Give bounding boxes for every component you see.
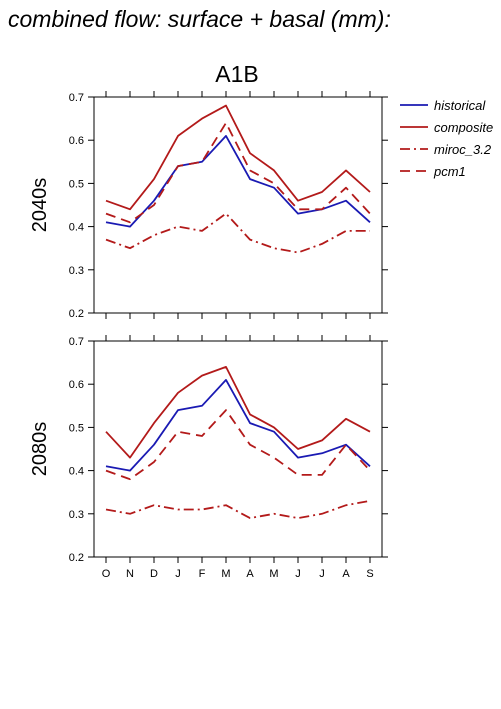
legend-item: miroc_3.2: [400, 142, 492, 157]
panel-2040s: 0.2 0.3 0.4 0.5 0.6 0.7 2040s: [29, 91, 388, 320]
legend-label: composite: [434, 120, 493, 135]
y-tick-label: 0.5: [69, 422, 84, 434]
series-line-pcm1: [105, 409, 371, 481]
panel-label: 2040s: [29, 178, 51, 233]
y-tick-label: 0.7: [69, 92, 84, 104]
legend-item: pcm1: [400, 164, 466, 179]
series-line-historical: [105, 134, 371, 228]
x-tick-label: O: [102, 568, 111, 580]
y-tick-label: 0.5: [69, 178, 84, 190]
legend-item: historical: [400, 98, 486, 113]
series-line-pcm1: [105, 122, 371, 224]
panels: 0.20.30.40.50.60.72040s0.20.30.40.50.60.…: [29, 91, 388, 580]
x-tick-label: F: [199, 568, 206, 580]
x-tick-label: J: [319, 568, 325, 580]
y-tick-label: 0.3: [69, 509, 84, 521]
series-line-composite: [105, 104, 371, 211]
y-tick-label: 0.2: [69, 308, 84, 320]
x-tick-label: D: [150, 568, 158, 580]
series-line-miroc-3-2: [105, 212, 370, 254]
x-tick-label: N: [126, 568, 134, 580]
y-tick-label: 0.4: [69, 466, 84, 478]
x-tick-label: J: [295, 568, 301, 580]
x-tick-label: A: [342, 568, 350, 580]
series-line-historical: [105, 378, 371, 472]
legend-label: historical: [434, 98, 486, 113]
legend-label: miroc_3.2: [434, 142, 492, 157]
chart-title: combined flow: surface + basal (mm):: [8, 6, 391, 32]
series-line-miroc-3-2: [105, 499, 371, 519]
series-line-composite: [105, 365, 371, 459]
y-tick-label: 0.4: [69, 222, 84, 234]
y-tick-label: 0.6: [69, 379, 84, 391]
legend: historical composite miroc_3.2 pcm1: [400, 98, 493, 179]
x-tick-label: M: [269, 568, 278, 580]
panel-2080s: 0.2 0.3 0.4 0.5 0.6 0.7 O N D J F M A M J J A S 2080s: [29, 335, 388, 580]
plot-frame: [93, 96, 383, 314]
y-tick-label: 0.7: [69, 336, 84, 348]
scenario-title: A1B: [215, 61, 258, 87]
x-tick-label: M: [221, 568, 230, 580]
y-tick-label: 0.2: [69, 552, 84, 564]
legend-label: pcm1: [433, 164, 466, 179]
panel-label: 2080s: [29, 422, 51, 477]
x-tick-label: A: [246, 568, 254, 580]
legend-item: composite: [400, 120, 493, 135]
plot-frame: [93, 340, 383, 558]
x-tick-label: S: [366, 568, 373, 580]
y-tick-label: 0.3: [69, 265, 84, 277]
x-tick-label: J: [175, 568, 181, 580]
y-tick-label: 0.6: [69, 135, 84, 147]
